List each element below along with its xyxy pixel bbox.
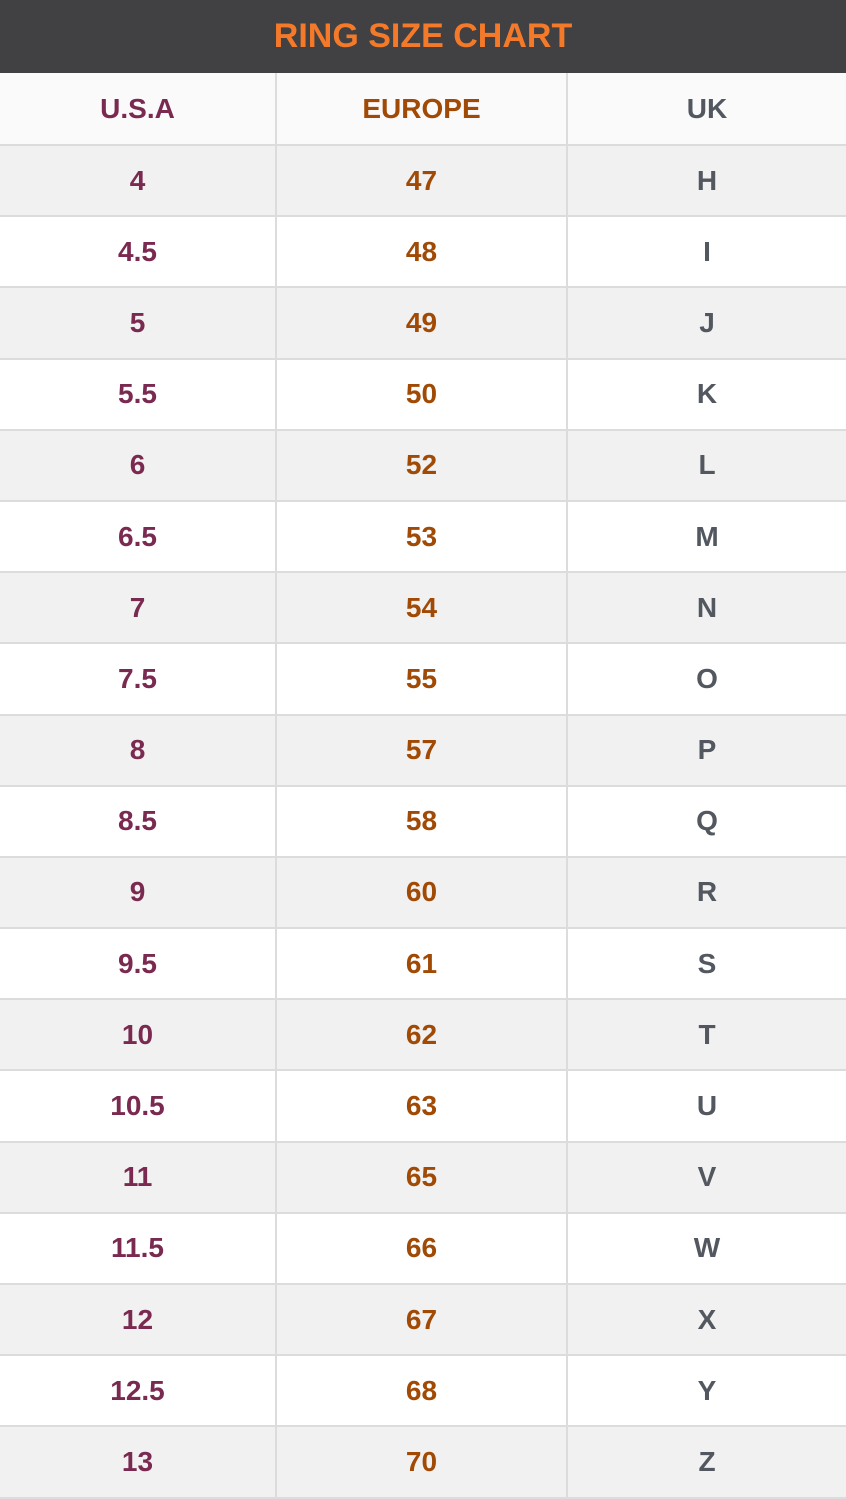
table-row: 4.5 48 I bbox=[0, 215, 846, 289]
cell-europe: 47 bbox=[275, 143, 568, 218]
cell-usa: 6 bbox=[0, 428, 277, 502]
cell-europe: 67 bbox=[275, 1282, 568, 1357]
cell-usa: 4 bbox=[0, 143, 277, 218]
cell-uk: J bbox=[566, 286, 846, 360]
ring-size-table: U.S.A EUROPE UK 4 47 H 4.5 48 I 5 49 J 5.5 50 K 6 52 L… bbox=[0, 73, 846, 1499]
cell-uk: K bbox=[566, 357, 846, 431]
cell-europe: 54 bbox=[275, 571, 568, 645]
cell-uk: I bbox=[566, 215, 846, 289]
cell-europe: 61 bbox=[275, 927, 568, 1001]
cell-europe: 68 bbox=[275, 1354, 568, 1428]
table-row: 6.5 53 M bbox=[0, 499, 846, 574]
cell-usa: 11.5 bbox=[0, 1211, 277, 1286]
cell-europe: 66 bbox=[275, 1211, 568, 1286]
cell-usa: 11 bbox=[0, 1140, 277, 1214]
cell-uk: R bbox=[566, 855, 846, 930]
cell-europe: 60 bbox=[275, 855, 568, 930]
cell-uk: X bbox=[566, 1282, 846, 1357]
cell-usa: 5 bbox=[0, 286, 277, 360]
column-header-europe: EUROPE bbox=[275, 73, 568, 146]
table-row: 8.5 58 Q bbox=[0, 784, 846, 858]
cell-usa: 12 bbox=[0, 1282, 277, 1357]
cell-usa: 4.5 bbox=[0, 215, 277, 289]
cell-europe: 48 bbox=[275, 215, 568, 289]
header-row: U.S.A EUROPE UK bbox=[0, 73, 846, 146]
table-row: 9 60 R bbox=[0, 855, 846, 930]
cell-europe: 50 bbox=[275, 357, 568, 431]
cell-europe: 62 bbox=[275, 998, 568, 1072]
cell-uk: Q bbox=[566, 784, 846, 858]
cell-usa: 8 bbox=[0, 713, 277, 787]
cell-usa: 13 bbox=[0, 1425, 277, 1499]
cell-uk: M bbox=[566, 499, 846, 574]
cell-europe: 70 bbox=[275, 1425, 568, 1499]
cell-uk: S bbox=[566, 927, 846, 1001]
table-row: 11.5 66 W bbox=[0, 1211, 846, 1286]
cell-usa: 10.5 bbox=[0, 1069, 277, 1143]
column-header-uk: UK bbox=[566, 73, 846, 146]
cell-uk: H bbox=[566, 143, 846, 218]
table-row: 8 57 P bbox=[0, 713, 846, 787]
cell-europe: 57 bbox=[275, 713, 568, 787]
cell-usa: 9.5 bbox=[0, 927, 277, 1001]
table-row: 4 47 H bbox=[0, 143, 846, 218]
table-row: 12.5 68 Y bbox=[0, 1354, 846, 1428]
cell-uk: V bbox=[566, 1140, 846, 1214]
cell-europe: 58 bbox=[275, 784, 568, 858]
cell-usa: 8.5 bbox=[0, 784, 277, 858]
cell-europe: 65 bbox=[275, 1140, 568, 1214]
table-row: 10 62 T bbox=[0, 998, 846, 1072]
table-row: 7.5 55 O bbox=[0, 642, 846, 716]
table-row: 10.5 63 U bbox=[0, 1069, 846, 1143]
cell-uk: U bbox=[566, 1069, 846, 1143]
cell-usa: 9 bbox=[0, 855, 277, 930]
table-row: 5.5 50 K bbox=[0, 357, 846, 431]
cell-uk: P bbox=[566, 713, 846, 787]
cell-usa: 12.5 bbox=[0, 1354, 277, 1428]
cell-europe: 49 bbox=[275, 286, 568, 360]
table-row: 5 49 J bbox=[0, 286, 846, 360]
table-row: 11 65 V bbox=[0, 1140, 846, 1214]
cell-usa: 6.5 bbox=[0, 499, 277, 574]
cell-uk: O bbox=[566, 642, 846, 716]
table-row: 7 54 N bbox=[0, 571, 846, 645]
cell-europe: 52 bbox=[275, 428, 568, 502]
cell-uk: L bbox=[566, 428, 846, 502]
chart-title: RING SIZE CHART bbox=[0, 0, 846, 73]
table-row: 9.5 61 S bbox=[0, 927, 846, 1001]
column-header-usa: U.S.A bbox=[0, 73, 277, 146]
table-row: 6 52 L bbox=[0, 428, 846, 502]
cell-uk: T bbox=[566, 998, 846, 1072]
cell-usa: 7 bbox=[0, 571, 277, 645]
cell-uk: Z bbox=[566, 1425, 846, 1499]
cell-europe: 55 bbox=[275, 642, 568, 716]
cell-uk: N bbox=[566, 571, 846, 645]
cell-usa: 5.5 bbox=[0, 357, 277, 431]
cell-uk: W bbox=[566, 1211, 846, 1286]
cell-usa: 7.5 bbox=[0, 642, 277, 716]
cell-europe: 63 bbox=[275, 1069, 568, 1143]
cell-uk: Y bbox=[566, 1354, 846, 1428]
cell-usa: 10 bbox=[0, 998, 277, 1072]
table-row: 13 70 Z bbox=[0, 1425, 846, 1499]
table-row: 12 67 X bbox=[0, 1282, 846, 1357]
cell-europe: 53 bbox=[275, 499, 568, 574]
